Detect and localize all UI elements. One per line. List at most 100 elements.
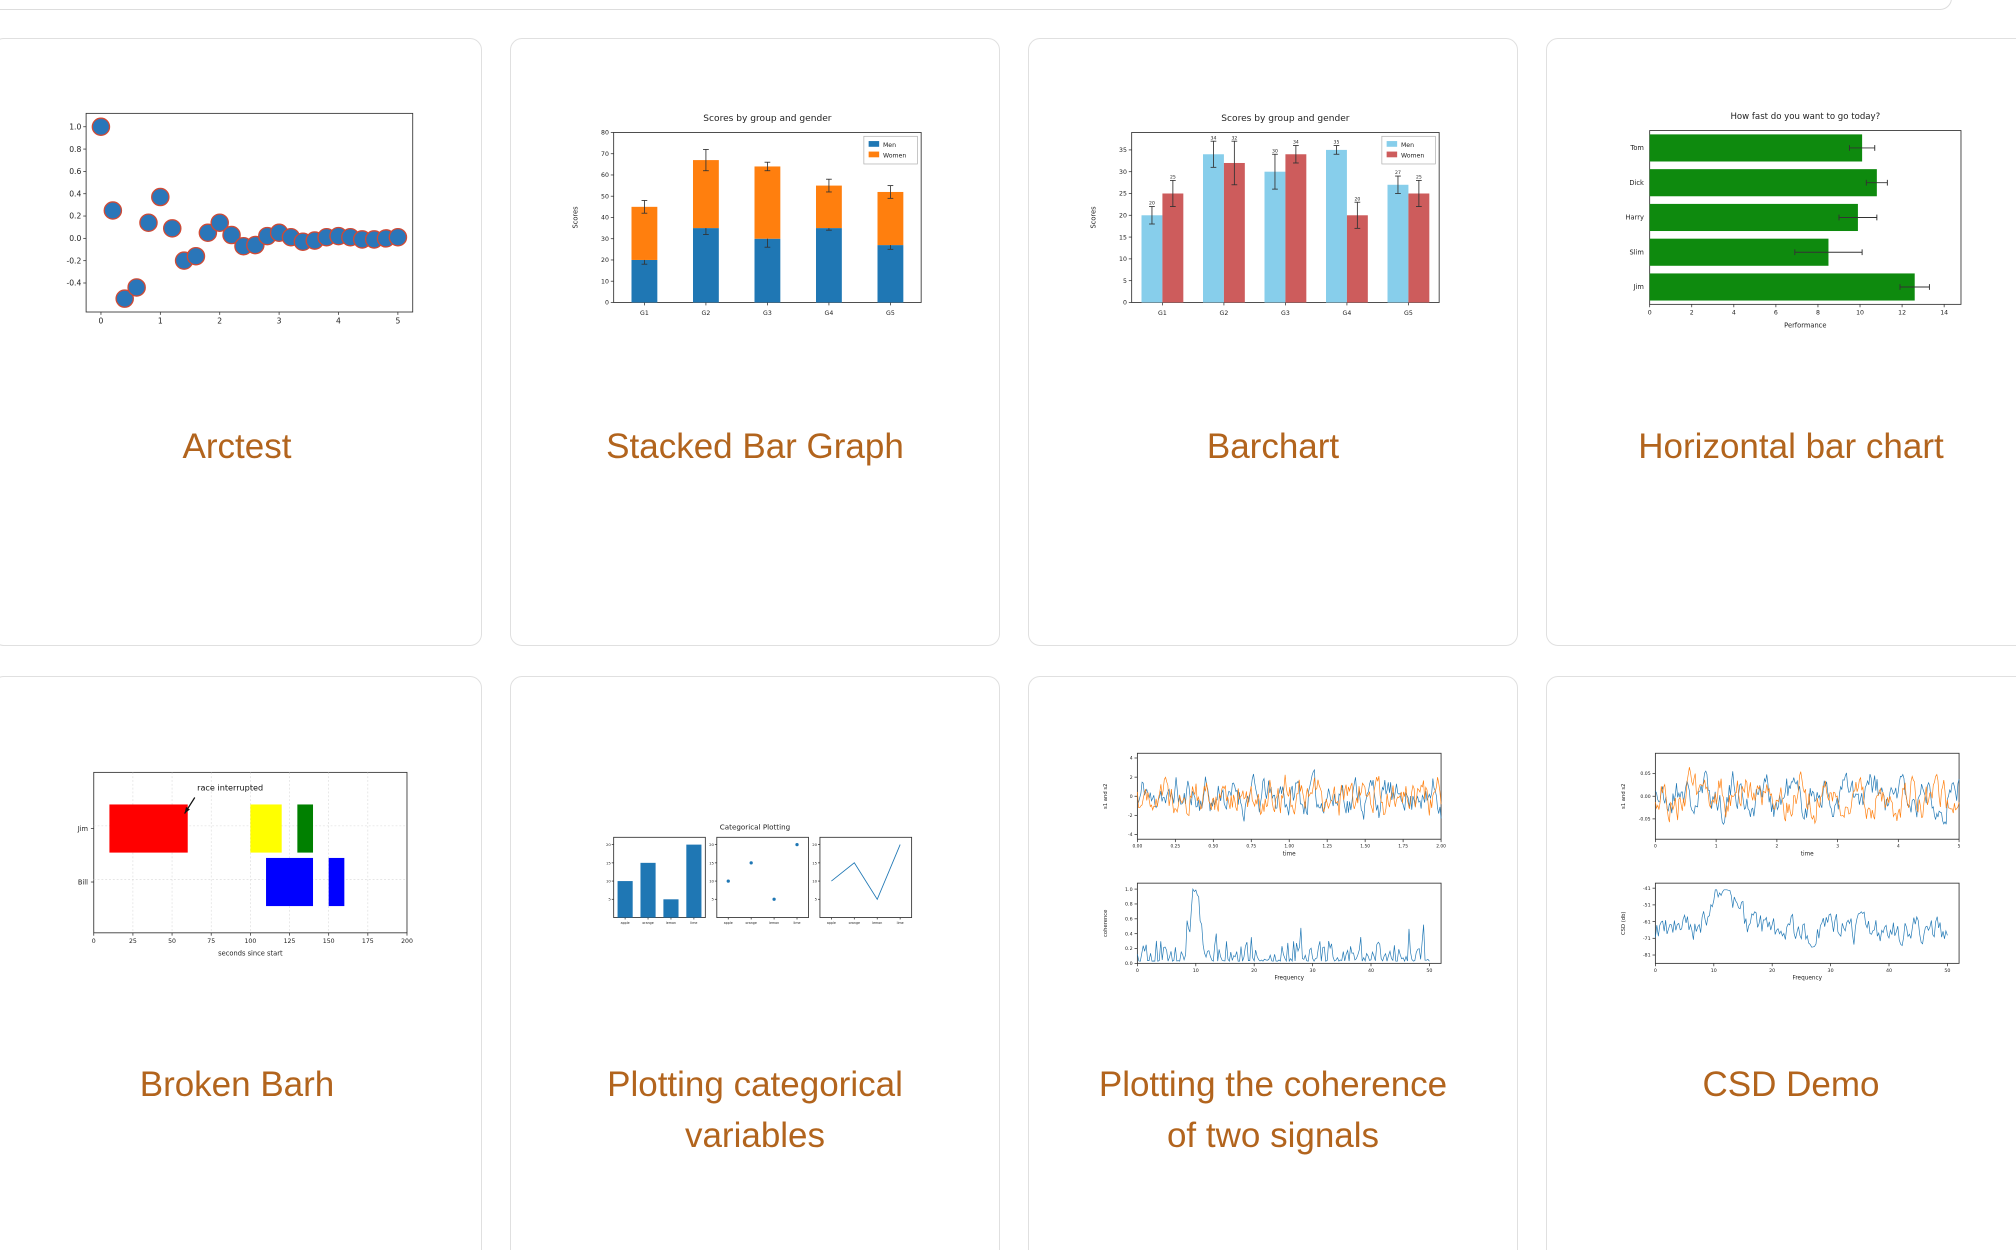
example-thumbnail[interactable]: 0 1 2 3 4 5 -0.4 -0.2 0.0 0.2 0.4 0.6 0.8 1.0 bbox=[0, 83, 481, 365]
svg-text:0.4: 0.4 bbox=[1125, 931, 1133, 937]
svg-text:20: 20 bbox=[1769, 968, 1775, 974]
card-arctest[interactable]: 0 1 2 3 4 5 -0.4 -0.2 0.0 0.2 0.4 0.6 0.8 1.0 Arctest bbox=[0, 38, 482, 646]
svg-text:25: 25 bbox=[1170, 174, 1176, 180]
card-coherence-two-signals[interactable]: 0.00 0.25 0.50 0.75 1.00 1.25 1.50 1.75 2.00 -4 -2… bbox=[1028, 676, 1518, 1250]
svg-text:5: 5 bbox=[712, 897, 715, 902]
example-thumbnail[interactable]: 0.00 0.25 0.50 0.75 1.00 1.25 1.50 1.75 2.00 -4 -2… bbox=[1029, 721, 1517, 1003]
svg-text:30: 30 bbox=[1828, 968, 1834, 974]
svg-text:60: 60 bbox=[601, 172, 609, 179]
svg-text:-0.2: -0.2 bbox=[66, 256, 81, 265]
svg-text:10: 10 bbox=[709, 878, 714, 883]
svg-text:10: 10 bbox=[606, 878, 611, 883]
svg-text:0.2: 0.2 bbox=[1125, 946, 1133, 952]
example-thumbnail[interactable]: Scores by group and gender Scores 0 5 10 15 20… bbox=[1029, 83, 1517, 365]
thumbnail-chart: Scores by group and gender Scores 0 10 20 30 4… bbox=[571, 114, 922, 317]
example-title-link[interactable]: CSD Demo bbox=[1702, 1065, 1880, 1104]
svg-text:8: 8 bbox=[1816, 309, 1820, 316]
svg-text:50: 50 bbox=[1426, 968, 1432, 974]
svg-text:25: 25 bbox=[1119, 191, 1127, 198]
svg-text:G3: G3 bbox=[763, 310, 772, 317]
svg-text:Men: Men bbox=[883, 142, 896, 149]
card-stacked-bar-graph[interactable]: Scores by group and gender Scores 0 10 20 30 4… bbox=[510, 38, 1000, 646]
svg-text:0.8: 0.8 bbox=[1125, 901, 1133, 907]
svg-text:0.75: 0.75 bbox=[1246, 843, 1256, 849]
example-title-link[interactable]: Broken Barh bbox=[139, 1065, 335, 1104]
svg-text:0: 0 bbox=[1130, 794, 1133, 800]
svg-text:4: 4 bbox=[336, 316, 341, 325]
svg-text:1.25: 1.25 bbox=[1322, 843, 1332, 849]
svg-text:lemon: lemon bbox=[666, 921, 676, 925]
svg-text:-41: -41 bbox=[1643, 886, 1651, 892]
example-title-link[interactable]: Stacked Bar Graph bbox=[606, 427, 904, 466]
svg-text:1.50: 1.50 bbox=[1360, 843, 1370, 849]
svg-text:G4: G4 bbox=[825, 310, 834, 317]
svg-text:100: 100 bbox=[244, 938, 256, 945]
svg-text:5: 5 bbox=[608, 897, 611, 902]
previous-row-card-edge bbox=[0, 0, 1952, 10]
svg-text:30: 30 bbox=[601, 236, 609, 243]
svg-text:-71: -71 bbox=[1643, 936, 1651, 942]
svg-text:orange: orange bbox=[745, 921, 756, 925]
svg-text:orange: orange bbox=[642, 921, 653, 925]
svg-text:20: 20 bbox=[1149, 201, 1155, 207]
example-thumbnail[interactable]: 0 25 50 75 100 125 150 175 200 seconds since star… bbox=[0, 721, 481, 1003]
svg-text:175: 175 bbox=[362, 938, 374, 945]
svg-text:Scores by group and gender: Scores by group and gender bbox=[703, 114, 832, 124]
svg-text:30: 30 bbox=[1272, 148, 1278, 154]
svg-text:0.0: 0.0 bbox=[69, 234, 81, 243]
svg-text:20: 20 bbox=[1354, 196, 1360, 202]
svg-text:-4: -4 bbox=[1128, 832, 1133, 838]
example-thumbnail[interactable]: How fast do you want to go today? 0 2 4 6 8 10… bbox=[1547, 83, 2016, 365]
svg-text:15: 15 bbox=[812, 860, 817, 865]
svg-text:20: 20 bbox=[1119, 212, 1127, 219]
svg-text:1.0: 1.0 bbox=[69, 122, 81, 131]
svg-text:20: 20 bbox=[1251, 968, 1257, 974]
thumbnail-chart: 0 1 2 3 4 5 -0.4 -0.2 0.0 0.2 0.4 0.6 0.8 1.0 bbox=[66, 112, 414, 325]
thumbnail-chart: How fast do you want to go today? 0 2 4 6 8 10… bbox=[1625, 112, 1962, 329]
svg-text:75: 75 bbox=[207, 938, 215, 945]
card-horizontal-bar-chart[interactable]: How fast do you want to go today? 0 2 4 6 8 10… bbox=[1546, 38, 2016, 646]
example-title-link[interactable]: Plotting the coherence of two signals bbox=[1098, 1065, 1448, 1156]
svg-text:0: 0 bbox=[1654, 968, 1657, 974]
svg-text:125: 125 bbox=[284, 938, 296, 945]
example-title-link[interactable]: Barchart bbox=[1206, 427, 1340, 466]
svg-text:How fast do you want to go tod: How fast do you want to go today? bbox=[1730, 112, 1880, 122]
svg-text:Scores by group and gender: Scores by group and gender bbox=[1221, 114, 1350, 124]
svg-text:0.6: 0.6 bbox=[1125, 916, 1133, 922]
svg-text:30: 30 bbox=[1119, 169, 1127, 176]
example-thumbnail[interactable]: Categorical Plotting 5 10 15 20 apple orange le… bbox=[511, 721, 999, 1003]
svg-text:G2: G2 bbox=[702, 310, 711, 317]
svg-text:20: 20 bbox=[709, 842, 714, 847]
svg-text:s1 and s2: s1 and s2 bbox=[1103, 783, 1109, 808]
svg-text:50: 50 bbox=[168, 938, 176, 945]
svg-text:15: 15 bbox=[1119, 234, 1127, 241]
svg-text:2: 2 bbox=[1690, 309, 1694, 316]
card-csd-demo[interactable]: 0 1 2 3 4 5 -0.05 0.00 0.05 s1 and s2 time 0 10 20 30 4… bbox=[1546, 676, 2016, 1250]
example-thumbnail[interactable]: Scores by group and gender Scores 0 10 20 30 4… bbox=[511, 83, 999, 365]
svg-text:Slim: Slim bbox=[1629, 248, 1643, 256]
svg-text:Jim: Jim bbox=[1633, 283, 1644, 291]
svg-text:Dick: Dick bbox=[1629, 179, 1644, 187]
svg-text:seconds since start: seconds since start bbox=[218, 950, 283, 958]
card-barchart[interactable]: Scores by group and gender Scores 0 5 10 15 20… bbox=[1028, 38, 1518, 646]
svg-text:2: 2 bbox=[1775, 843, 1778, 849]
card-categorical-variables[interactable]: Categorical Plotting 5 10 15 20 apple orange le… bbox=[510, 676, 1000, 1250]
card-broken-barh[interactable]: 0 25 50 75 100 125 150 175 200 seconds since star… bbox=[0, 676, 482, 1250]
svg-text:5: 5 bbox=[815, 897, 818, 902]
svg-text:0.4: 0.4 bbox=[69, 189, 81, 198]
svg-text:0.0: 0.0 bbox=[1125, 961, 1133, 967]
svg-text:0.25: 0.25 bbox=[1170, 843, 1180, 849]
example-title-link[interactable]: Horizontal bar chart bbox=[1638, 427, 1944, 466]
svg-text:Categorical Plotting: Categorical Plotting bbox=[720, 823, 790, 832]
svg-text:G4: G4 bbox=[1343, 310, 1352, 317]
svg-text:32: 32 bbox=[1231, 135, 1237, 141]
example-title-link[interactable]: Arctest bbox=[182, 427, 292, 466]
svg-text:40: 40 bbox=[601, 214, 609, 221]
svg-text:Harry: Harry bbox=[1625, 214, 1643, 222]
example-thumbnail[interactable]: 0 1 2 3 4 5 -0.05 0.00 0.05 s1 and s2 time 0 10 20 30 4… bbox=[1547, 721, 2016, 1003]
svg-text:Men: Men bbox=[1401, 142, 1414, 149]
svg-text:G3: G3 bbox=[1281, 310, 1290, 317]
svg-text:40: 40 bbox=[1368, 968, 1374, 974]
svg-text:Bill: Bill bbox=[78, 878, 88, 886]
example-title-link[interactable]: Plotting categorical variables bbox=[607, 1065, 903, 1156]
